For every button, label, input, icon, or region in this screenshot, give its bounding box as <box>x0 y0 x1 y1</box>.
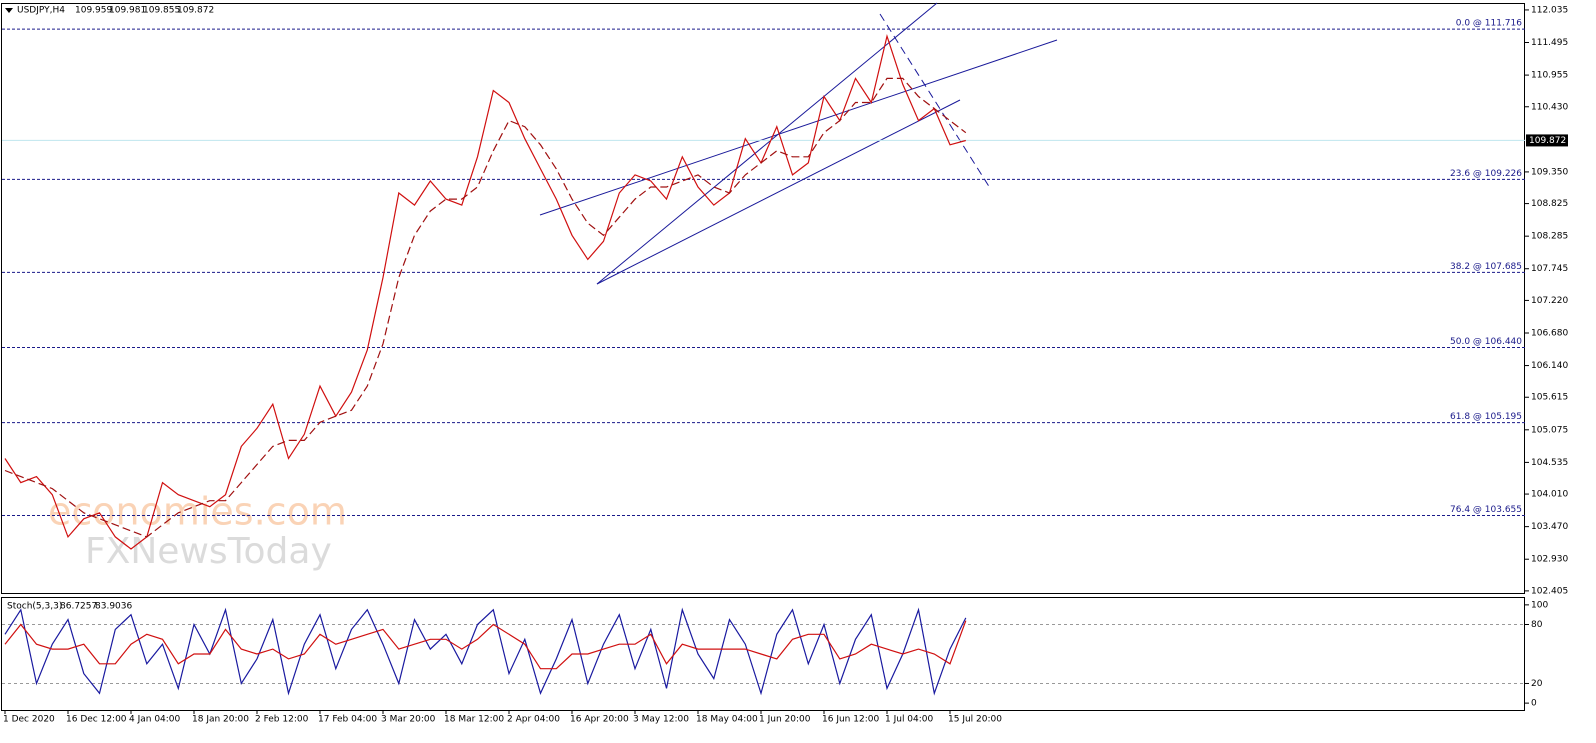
y-tick-label: 105.075 <box>1531 425 1568 435</box>
last-price-label: 109.872 <box>1529 136 1566 146</box>
stoch-title: Stoch(5,3,3) <box>7 602 62 612</box>
series-line <box>4 77 967 538</box>
trend-line <box>879 13 991 189</box>
series-line <box>4 620 967 670</box>
fib-label: 61.8 @ 105.195 <box>1450 412 1522 422</box>
y-tick-label: 104.010 <box>1531 490 1568 500</box>
x-tick-label: 1 Jul 04:00 <box>885 715 934 725</box>
y-tick-label: 111.495 <box>1531 38 1568 48</box>
series-line <box>4 33 966 550</box>
x-tick-label: 3 Mar 20:00 <box>381 715 436 725</box>
ohlc-value: 109.855 <box>143 6 180 16</box>
x-tick-label: 15 Jul 20:00 <box>948 715 1002 725</box>
x-tick-label: 16 Apr 20:00 <box>570 715 629 725</box>
x-tick-label: 18 Jan 20:00 <box>192 715 249 725</box>
y-tick-label: 108.825 <box>1531 199 1568 209</box>
watermark: economies.com <box>48 490 347 534</box>
y-tick-label: 104.535 <box>1531 458 1568 468</box>
ohlc-value: 109.959 <box>75 6 112 16</box>
y-tick-label: 100 <box>1531 600 1548 610</box>
y-tick-label: 102.405 <box>1531 586 1568 596</box>
x-tick-label: 17 Feb 04:00 <box>318 715 377 725</box>
x-tick-label: 2 Feb 12:00 <box>255 715 309 725</box>
y-tick-label: 107.745 <box>1531 264 1568 274</box>
stoch-reading: 83.9036 <box>95 602 132 612</box>
stoch-reading: 86.7257 <box>60 602 97 612</box>
y-tick-label: 108.285 <box>1531 232 1568 242</box>
y-tick-label: 106.680 <box>1531 328 1568 338</box>
fib-label: 0.0 @ 111.716 <box>1456 19 1523 29</box>
fib-label: 23.6 @ 109.226 <box>1450 169 1522 179</box>
y-tick-label: 0 <box>1531 699 1537 709</box>
x-tick-label: 3 May 12:00 <box>633 715 689 725</box>
last-price-box <box>1526 134 1568 147</box>
y-tick-label: 106.140 <box>1531 361 1568 371</box>
y-tick-label: 105.615 <box>1531 393 1568 403</box>
channel-lower <box>596 99 961 285</box>
stoch-panel <box>1 597 1525 711</box>
menu-arrow <box>5 8 13 13</box>
x-tick-label: 4 Jan 04:00 <box>129 715 181 725</box>
x-tick-label: 1 Jun 20:00 <box>759 715 811 725</box>
y-tick-label: 103.470 <box>1531 522 1568 532</box>
y-tick-label: 80 <box>1531 620 1543 630</box>
main-panel <box>1 3 1525 594</box>
ohlc-value: 109.872 <box>177 6 214 16</box>
x-tick-label: 2 Apr 04:00 <box>507 715 560 725</box>
symbol: USDJPY,H4 <box>17 6 65 16</box>
ohlc-value: 109.981 <box>109 6 146 16</box>
x-tick-label: 1 Dec 2020 <box>3 715 55 725</box>
y-tick-label: 102.930 <box>1531 555 1568 565</box>
fib-label: 76.4 @ 103.655 <box>1450 505 1522 515</box>
fib-label: 50.0 @ 106.440 <box>1450 337 1522 347</box>
channel-upper <box>596 2 938 285</box>
y-tick-label: 110.430 <box>1531 102 1568 112</box>
y-tick-label: 107.220 <box>1531 296 1568 306</box>
y-tick-label: 20 <box>1531 679 1543 689</box>
series-line <box>4 607 967 696</box>
watermark: FXNewsToday <box>85 531 332 572</box>
fib-label: 38.2 @ 107.685 <box>1450 262 1522 272</box>
y-tick-label: 110.955 <box>1531 71 1568 81</box>
x-tick-label: 16 Jun 12:00 <box>822 715 879 725</box>
x-tick-label: 18 May 04:00 <box>696 715 758 725</box>
y-tick-label: 112.035 <box>1531 5 1568 15</box>
x-tick-label: 16 Dec 12:00 <box>66 715 127 725</box>
x-tick-label: 18 Mar 12:00 <box>444 715 504 725</box>
y-tick-label: 109.350 <box>1531 167 1568 177</box>
